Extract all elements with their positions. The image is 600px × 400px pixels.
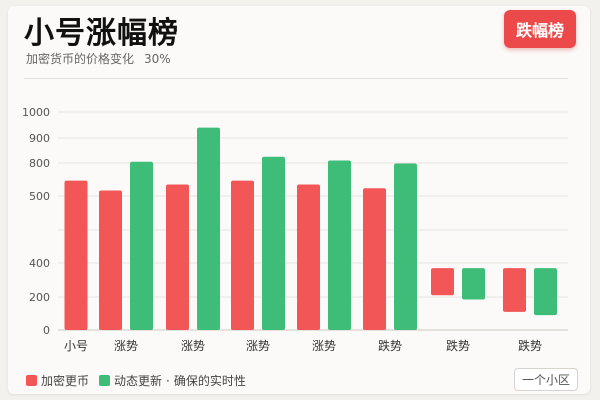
bar-red bbox=[99, 190, 122, 330]
bar-green bbox=[130, 161, 153, 330]
page-subtitle: 加密货币的价格变化 30% bbox=[26, 50, 171, 67]
y-tick-label: 0 bbox=[43, 324, 50, 337]
legend-item-red: 加密更币 bbox=[26, 372, 89, 389]
bar-red bbox=[363, 188, 386, 330]
bar-green bbox=[462, 268, 485, 300]
bar-green bbox=[328, 160, 351, 330]
x-tick-label: 涨势 bbox=[114, 338, 138, 353]
x-tick-label: 涨势 bbox=[312, 338, 336, 353]
bar-green bbox=[534, 268, 557, 316]
y-tick-label: 500 bbox=[29, 190, 50, 203]
subtitle-percent: 30% bbox=[144, 52, 171, 66]
x-tick-label: 小号 bbox=[64, 339, 88, 353]
x-tick-label: 涨势 bbox=[246, 338, 270, 353]
y-tick-label: 1000 bbox=[22, 106, 50, 119]
chart-legend: 加密更币 动态更新 · 确保的实时性 bbox=[26, 372, 256, 389]
subtitle-text: 加密货币的价格变化 bbox=[26, 52, 135, 66]
bar-red bbox=[431, 268, 454, 296]
x-tick-label: 跌势 bbox=[446, 338, 470, 353]
bar-green bbox=[262, 156, 285, 330]
bar-red bbox=[166, 184, 189, 330]
bar-green bbox=[197, 127, 220, 330]
y-tick-label: 900 bbox=[29, 132, 50, 145]
bar-red bbox=[64, 180, 88, 330]
y-tick-label: 800 bbox=[29, 157, 50, 170]
x-tick-label: 跌势 bbox=[378, 338, 402, 353]
bar-green bbox=[394, 163, 417, 330]
legend-label-extra: 确保的实时性 bbox=[173, 374, 246, 388]
y-tick-label: 200 bbox=[29, 291, 50, 304]
bar-red bbox=[503, 268, 526, 312]
y-tick-label: 400 bbox=[29, 257, 50, 270]
x-tick-label: 跌势 bbox=[518, 338, 542, 353]
page-title: 小号涨幅榜 bbox=[24, 16, 179, 51]
legend-swatch-green bbox=[99, 375, 111, 386]
bar-red bbox=[231, 180, 254, 330]
district-button[interactable]: 一个小区 bbox=[513, 368, 578, 391]
legend-swatch-red bbox=[26, 375, 37, 386]
legend-item-green: 动态更新 · 确保的实时性 bbox=[99, 372, 246, 389]
legend-separator: · bbox=[166, 373, 170, 388]
x-tick-label: 涨势 bbox=[181, 338, 205, 353]
header-divider bbox=[24, 78, 568, 79]
bar-red bbox=[297, 184, 320, 330]
losers-tab-button[interactable]: 跌幅榜 bbox=[503, 10, 576, 48]
legend-label-green: 动态更新 bbox=[114, 374, 163, 388]
legend-label-red: 加密更币 bbox=[41, 374, 90, 388]
